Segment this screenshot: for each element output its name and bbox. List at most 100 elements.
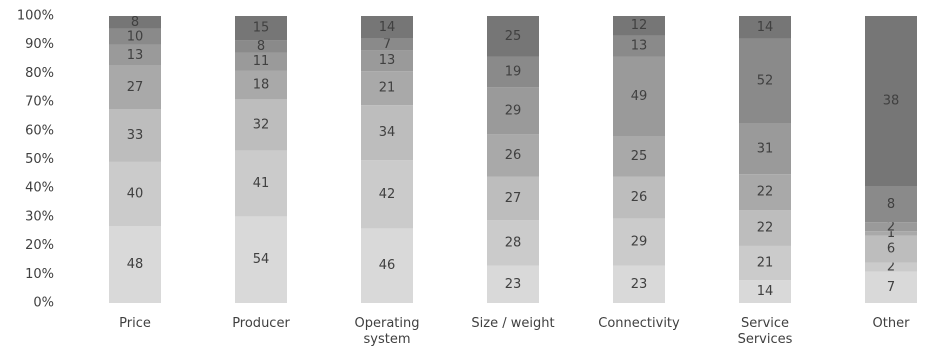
data-label: 1 xyxy=(887,226,895,241)
bar-segment xyxy=(109,108,161,162)
data-label: 8 xyxy=(131,15,139,30)
data-label: 8 xyxy=(257,39,265,54)
data-label: 21 xyxy=(757,256,774,271)
y-tick-label: 30% xyxy=(25,209,54,224)
data-label: 26 xyxy=(631,190,648,205)
data-label: 49 xyxy=(631,89,648,104)
data-label: 8 xyxy=(887,197,895,212)
data-label: 52 xyxy=(757,74,774,89)
data-label: 2 xyxy=(887,260,895,275)
bar-segment xyxy=(109,44,161,66)
data-label: 14 xyxy=(379,20,396,35)
data-label: 29 xyxy=(631,235,648,250)
data-label: 42 xyxy=(379,187,396,202)
bar-segment xyxy=(739,123,791,175)
bar-segment xyxy=(865,16,917,187)
y-tick-label: 80% xyxy=(25,66,54,81)
y-tick-label: 50% xyxy=(25,152,54,167)
y-tick-label: 10% xyxy=(25,267,54,282)
y-tick-label: 0% xyxy=(33,296,54,311)
x-tick-label: Operating system xyxy=(354,316,420,347)
bar-segment xyxy=(235,70,287,100)
bar-segment xyxy=(361,228,413,303)
y-tick-label: 70% xyxy=(25,95,54,110)
bar-segment xyxy=(109,28,161,45)
data-label: 22 xyxy=(757,185,774,200)
data-label: 33 xyxy=(127,128,144,143)
bar-segment xyxy=(613,56,665,136)
data-label: 29 xyxy=(505,103,522,118)
bar-segment xyxy=(739,38,791,124)
y-tick-label: 90% xyxy=(25,37,54,52)
x-tick-label: Connectivity xyxy=(598,316,680,331)
bar-segment xyxy=(361,71,413,106)
bar-segment xyxy=(487,56,539,88)
y-tick-label: 60% xyxy=(25,123,54,138)
bar-segment xyxy=(235,216,287,303)
data-label: 12 xyxy=(631,18,648,33)
data-label: 41 xyxy=(253,176,270,191)
bar-segment xyxy=(487,134,539,177)
data-label: 28 xyxy=(505,236,522,251)
bar-segment xyxy=(109,65,161,109)
data-label: 25 xyxy=(505,29,522,44)
bar-segment xyxy=(613,176,665,219)
bar-segment xyxy=(487,176,539,221)
bar-segment xyxy=(361,16,413,39)
data-label: 31 xyxy=(757,141,774,156)
data-label: 23 xyxy=(505,277,522,292)
data-label: 19 xyxy=(505,64,522,79)
bar-segment xyxy=(487,87,539,135)
bar-segment xyxy=(613,135,665,177)
bar-segment xyxy=(739,174,791,211)
bar-segment xyxy=(739,16,791,39)
bar-segment xyxy=(361,50,413,72)
data-label: 46 xyxy=(379,258,396,273)
data-label: 22 xyxy=(757,220,774,235)
data-label: 38 xyxy=(883,94,900,109)
x-tick-label: Size / weight xyxy=(471,316,555,331)
data-label: 7 xyxy=(887,280,895,295)
bar-segment xyxy=(235,40,287,53)
data-label: 13 xyxy=(379,53,396,68)
data-label: 26 xyxy=(505,148,522,163)
bar-segment xyxy=(361,38,413,51)
data-label: 6 xyxy=(887,242,895,257)
bar-segment xyxy=(865,271,917,303)
y-tick-label: 40% xyxy=(25,181,54,196)
bar-segment xyxy=(235,99,287,151)
data-label: 13 xyxy=(127,48,144,63)
bar-segment xyxy=(865,231,917,236)
data-label: 54 xyxy=(253,252,270,267)
data-label: 10 xyxy=(127,29,144,44)
bar-segment xyxy=(739,210,791,246)
bar-segment xyxy=(487,16,539,57)
bar-segment xyxy=(613,265,665,303)
bar-segment xyxy=(865,235,917,263)
data-label: 23 xyxy=(631,277,648,292)
data-label: 14 xyxy=(757,284,774,299)
bar-segment xyxy=(361,105,413,161)
data-label: 7 xyxy=(383,37,391,52)
bar-segment xyxy=(739,245,791,281)
bar-segment xyxy=(487,220,539,266)
bar-segment xyxy=(109,226,161,303)
data-label: 2 xyxy=(887,219,895,234)
data-label: 25 xyxy=(631,149,648,164)
bar-segment xyxy=(235,16,287,41)
bar-segment xyxy=(235,52,287,71)
data-label: 27 xyxy=(127,80,144,95)
data-label: 48 xyxy=(127,257,144,272)
data-label: 18 xyxy=(253,77,270,92)
x-tick-label: Price xyxy=(119,316,151,331)
data-label: 34 xyxy=(379,125,396,140)
data-label: 21 xyxy=(379,81,396,96)
bar-segment xyxy=(865,186,917,223)
y-tick-label: 100% xyxy=(17,9,54,24)
bar-segment xyxy=(739,280,791,303)
bar-segment xyxy=(613,16,665,36)
bar-segment xyxy=(235,150,287,217)
bar-segment xyxy=(109,16,161,29)
bar-segment xyxy=(361,160,413,229)
